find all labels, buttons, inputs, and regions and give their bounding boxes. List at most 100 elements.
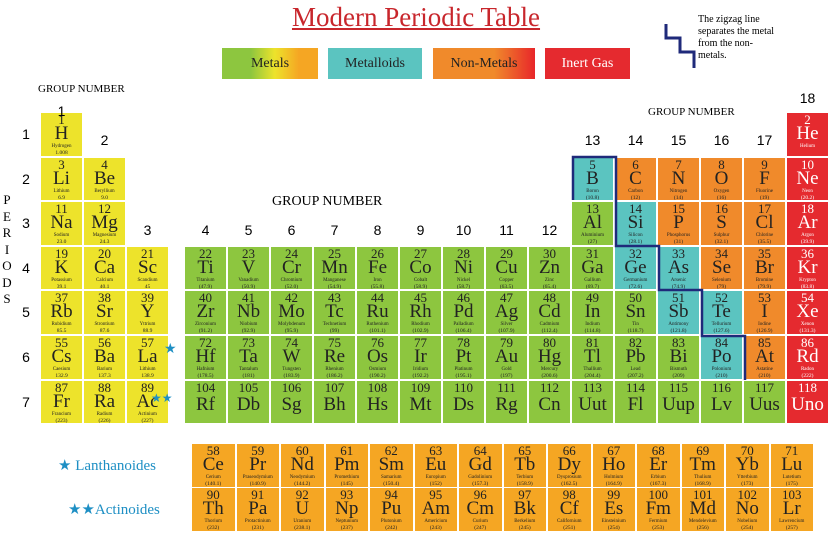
element-cell: 63 Eu Europium (152) [413, 443, 458, 488]
atomic-number: 24 [285, 245, 298, 261]
atomic-number: 36 [801, 245, 814, 261]
atomic-number: 58 [206, 443, 220, 458]
element-name: Ruthenium [366, 322, 389, 328]
symbol: O [714, 167, 729, 189]
atomic-number: 99 [607, 487, 621, 502]
element-cell: 62 Sm Samarium (150.4) [369, 443, 414, 488]
atomic-mass: 23.0 [56, 239, 67, 246]
element-name: Neon [802, 188, 813, 194]
element-cell: 13 Al Aluminium (27) [571, 201, 614, 246]
atomic-number: 114 [625, 379, 646, 395]
symbol: Ti [197, 256, 214, 278]
symbol: Nb [236, 301, 261, 323]
element-name: Berkelium [514, 519, 536, 524]
atomic-mass: (242) [385, 525, 398, 531]
symbol: Cm [466, 498, 494, 519]
group-label: 13 [584, 132, 601, 148]
atomic-number: 69 [696, 443, 710, 458]
symbol: Au [494, 346, 519, 367]
symbol: Pa [248, 498, 268, 519]
atomic-mass: (101.1) [369, 328, 386, 335]
atomic-mass: (173) [741, 481, 754, 487]
atomic-mass: 132.9 [55, 373, 68, 379]
symbol: Hg [537, 346, 562, 367]
atomic-number: 57 [141, 335, 154, 350]
symbol: F [759, 167, 770, 189]
atomic-number: 29 [500, 245, 513, 261]
element-name: Rhodium [411, 322, 430, 328]
periods-label: PERIODS [2, 192, 12, 306]
element-cell: 14 Si Silicon (28.1) [614, 201, 657, 246]
symbol: Li [53, 167, 70, 189]
element-name: Chromium [280, 277, 303, 283]
atomic-number: 42 [285, 290, 298, 306]
period-label: 2 [22, 170, 30, 187]
atomic-mass: (247) [474, 525, 487, 531]
element-cell: 100 Fm Fermium (253) [636, 487, 681, 532]
symbol: La [137, 346, 158, 367]
atomic-mass: (131.3) [799, 328, 816, 335]
element-name: Molybdenum [278, 322, 305, 328]
element-cell: 36 Kr Krypton (83.8) [786, 245, 829, 291]
element-cell: 40 Zr Zirconium (91.2) [184, 290, 227, 335]
element-cell: 101 Md Mendelevium (256) [680, 487, 725, 532]
atomic-number: 60 [295, 443, 309, 458]
symbol: Am [421, 498, 451, 519]
symbol: Gd [468, 454, 492, 475]
symbol: Mo [278, 301, 305, 323]
atomic-mass: (190.2) [369, 373, 386, 379]
symbol: Uut [578, 393, 607, 415]
atomic-number: 113 [582, 379, 603, 395]
element-cell: 103 Lr Lawrencium (257) [769, 487, 814, 532]
element-cell: 20 Ca Calcium 40.1 [83, 245, 126, 291]
element-cell: 112 Cn [528, 379, 571, 425]
atomic-number: 72 [199, 335, 212, 350]
element-cell: 37 Rb Rubidium 85.5 [40, 290, 83, 335]
atomic-mass: (164.9) [605, 481, 622, 487]
atomic-number: 27 [414, 245, 427, 261]
element-cell: 44 Ru Ruthenium (101.1) [356, 290, 399, 335]
element-cell: 67 Ho Holmium (164.9) [591, 443, 636, 488]
atomic-mass: (210) [715, 373, 728, 379]
symbol: Rg [495, 393, 518, 415]
element-cell: 15 P Phosphorus (31) [657, 201, 700, 246]
element-cell: 43 Tc Technetium (99) [313, 290, 356, 335]
group-label: 5 [244, 222, 253, 238]
atomic-number: 105 [238, 379, 259, 395]
group-label: 1 [57, 103, 66, 119]
atomic-mass: (83.8) [800, 283, 815, 290]
symbol: Cr [282, 256, 301, 278]
atomic-mass: (58.9) [413, 283, 428, 290]
group-label: 2 [100, 132, 109, 148]
symbol: Yb [735, 454, 759, 475]
element-name: Zinc [544, 277, 555, 283]
atomic-number: 90 [206, 487, 220, 502]
element-cell: 93 Np Neptunium (237) [324, 487, 369, 532]
atomic-number: 75 [328, 335, 341, 350]
atomic-number: 20 [98, 245, 111, 261]
group-label: 10 [455, 222, 472, 238]
element-cell: 55 Cs Caesium 132.9 [40, 335, 83, 380]
atomic-number: 104 [195, 379, 216, 395]
symbol: Bi [669, 346, 688, 367]
atomic-mass: (204.4) [584, 373, 601, 379]
element-cell: 73 Ta Tantalum (181) [227, 335, 270, 380]
element-name: Protactinium [244, 519, 271, 524]
element-name: Argon [801, 233, 814, 239]
symbol: As [667, 256, 690, 278]
symbol: Sb [668, 301, 689, 323]
element-cell: 97 Bk Berkelium (245) [502, 487, 547, 532]
symbol: S [716, 212, 727, 234]
atomic-number: 106 [281, 379, 302, 395]
atomic-mass: (126.9) [756, 328, 773, 335]
atomic-mass: 6.9 [58, 194, 65, 201]
element-cell: 33 As Arsenic (74.9) [657, 245, 700, 291]
element-name: Nickel [456, 277, 471, 283]
element-name: Americium [424, 519, 448, 524]
atomic-number: 110 [453, 379, 474, 395]
element-name: Neodymium [289, 475, 315, 480]
symbol: Pd [453, 301, 474, 323]
group-label: 12 [541, 222, 558, 238]
symbol: Ra [93, 390, 116, 412]
element-cell: 106 Sg [270, 379, 313, 425]
